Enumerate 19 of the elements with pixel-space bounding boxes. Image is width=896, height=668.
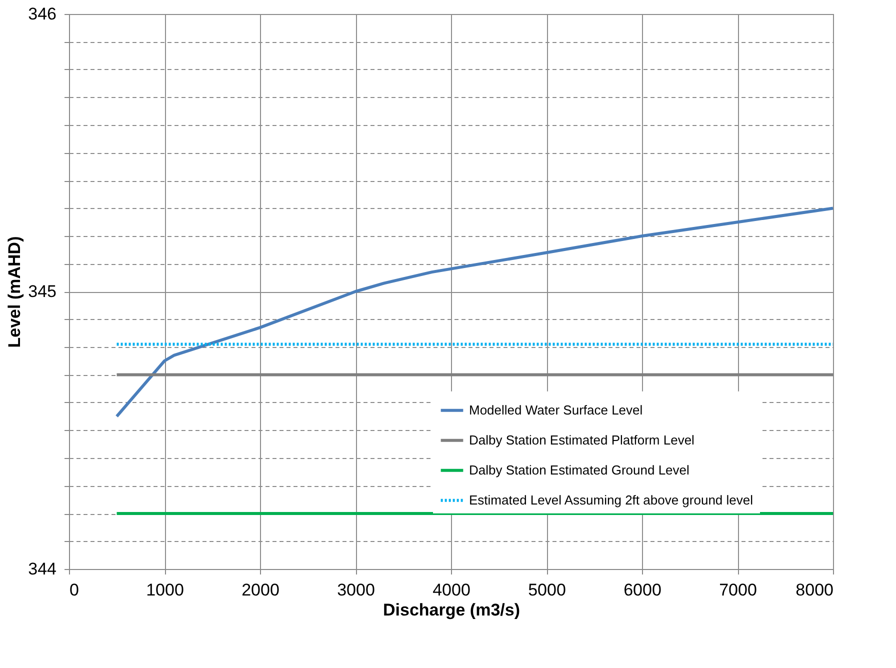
x-axis-title: Discharge (m3/s) [383, 600, 520, 620]
x-tick-label: 6000 [624, 580, 662, 600]
y-tick-label: 345 [28, 282, 56, 301]
legend-label: Modelled Water Surface Level [469, 402, 643, 418]
y-axis-title: Level (mAHD) [5, 236, 24, 348]
x-tick-label: 7000 [719, 580, 757, 600]
legend-label: Dalby Station Estimated Ground Level [469, 462, 690, 478]
x-tick-label: 8000 [796, 580, 834, 600]
x-tick-label: 4000 [432, 580, 470, 600]
y-tick-label: 344 [28, 560, 56, 578]
line-series [115, 206, 834, 418]
x-tick-label: 2000 [242, 580, 280, 600]
x-tick-label: 3000 [337, 580, 375, 600]
x-tick-label: 0 [70, 580, 79, 600]
legend-label: Dalby Station Estimated Platform Level [469, 432, 695, 448]
x-tick-label: 1000 [146, 580, 184, 600]
x-tick-label: 5000 [528, 580, 566, 600]
legend-label: Estimated Level Assuming 2ft above ground level [469, 492, 754, 508]
y-tick-label: 346 [28, 4, 56, 24]
